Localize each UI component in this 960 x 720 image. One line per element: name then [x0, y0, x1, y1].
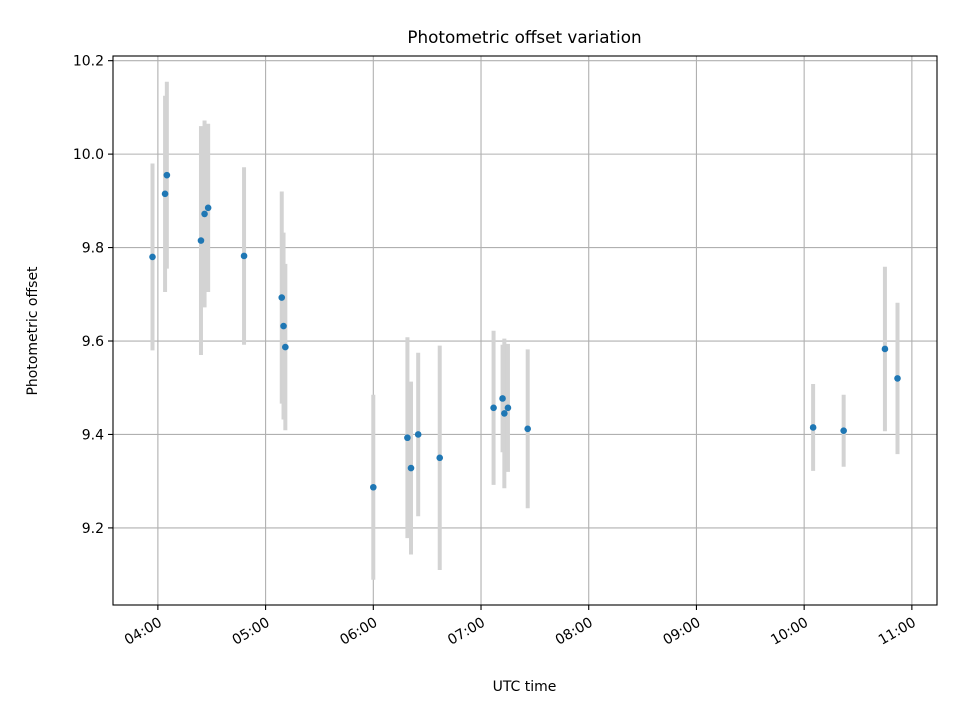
data-point [204, 204, 212, 212]
y-axis-label: Photometric offset [25, 266, 41, 396]
data-point [414, 431, 422, 438]
data-point [840, 427, 847, 435]
data-point [282, 343, 289, 351]
chart-title: Photometric offset variation [407, 27, 641, 47]
data-point [278, 294, 286, 301]
data-point [201, 210, 208, 218]
plot-frame [112, 55, 938, 606]
data-point [490, 404, 497, 412]
data-point [504, 404, 512, 412]
y-axis-ticks: 9.2 9.4 9.6 9.8 10.0 10.2 [73, 54, 113, 537]
x-axis-label: UTC time [493, 679, 557, 695]
data-point [407, 464, 415, 472]
data-point [404, 434, 411, 442]
data-point [524, 425, 531, 433]
data-points [149, 171, 901, 491]
data-point [149, 253, 156, 261]
data-point [436, 454, 444, 462]
data-point [809, 424, 817, 431]
data-point [894, 375, 901, 382]
data-point [280, 322, 287, 330]
data-point [240, 252, 248, 260]
grid [113, 56, 937, 605]
data-point [881, 345, 889, 353]
y-tick-label: 9.4 [82, 427, 104, 443]
data-point [501, 410, 508, 417]
data-point [499, 395, 506, 402]
y-tick-label: 9.8 [82, 241, 104, 257]
data-point [163, 171, 171, 179]
y-tick-label: 10.0 [73, 147, 104, 163]
y-tick-label: 9.6 [82, 334, 104, 350]
y-tick-label: 9.2 [82, 521, 104, 537]
data-point [161, 190, 169, 198]
data-point [197, 237, 205, 244]
data-point [370, 483, 377, 491]
y-tick-label: 10.2 [73, 54, 104, 70]
